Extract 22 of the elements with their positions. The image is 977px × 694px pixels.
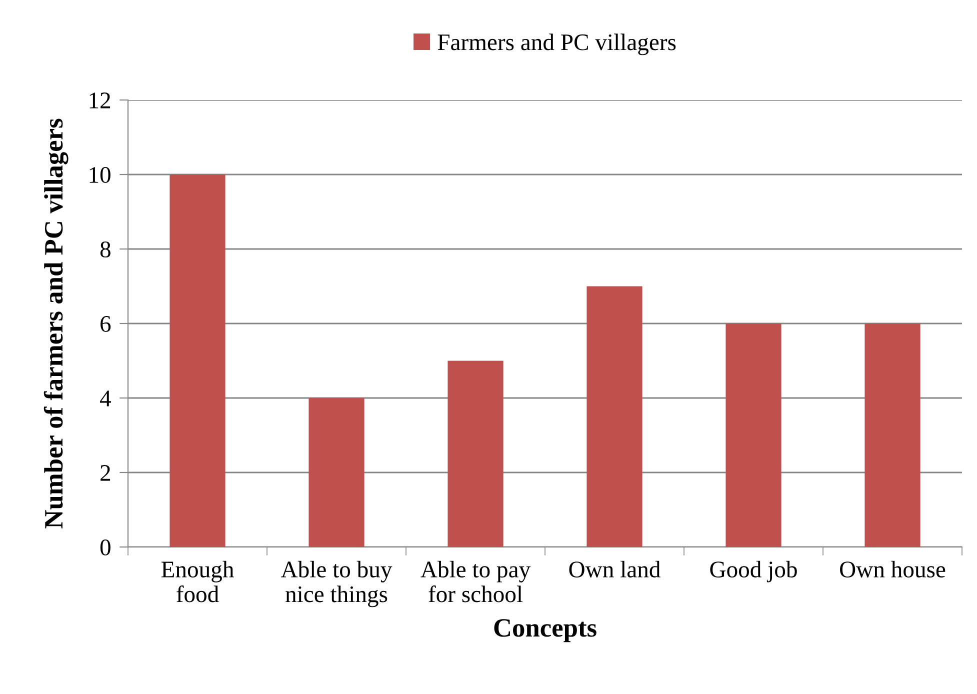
y-tick-label: 10 [90, 166, 110, 183]
x-tick-label: Own house [840, 560, 946, 578]
x-tick-label: Able to buy nice things [280, 560, 392, 608]
legend-label: Farmers and PC villagers [438, 34, 676, 56]
x-tick-label: Good job [710, 560, 797, 582]
y-axis-title: Number of farmers and PC villagers [44, 118, 68, 528]
x-axis-title: Concepts [494, 619, 596, 642]
bar [586, 286, 642, 547]
bar [726, 324, 782, 547]
y-tick-label: 12 [90, 92, 110, 108]
bar [308, 398, 364, 547]
y-tick-label: 6 [100, 316, 111, 332]
y-tick-label: 2 [100, 465, 110, 481]
bar [448, 360, 504, 547]
bar [170, 174, 226, 547]
x-tick-label: Able to pay for school [420, 560, 530, 602]
y-tick-label: 8 [100, 241, 110, 258]
x-tick-label: Own land [569, 560, 660, 578]
y-tick-label: 4 [100, 390, 111, 406]
bar [864, 324, 920, 547]
y-tick-label: 0 [100, 539, 110, 556]
x-tick-label: Enough food [161, 560, 234, 602]
